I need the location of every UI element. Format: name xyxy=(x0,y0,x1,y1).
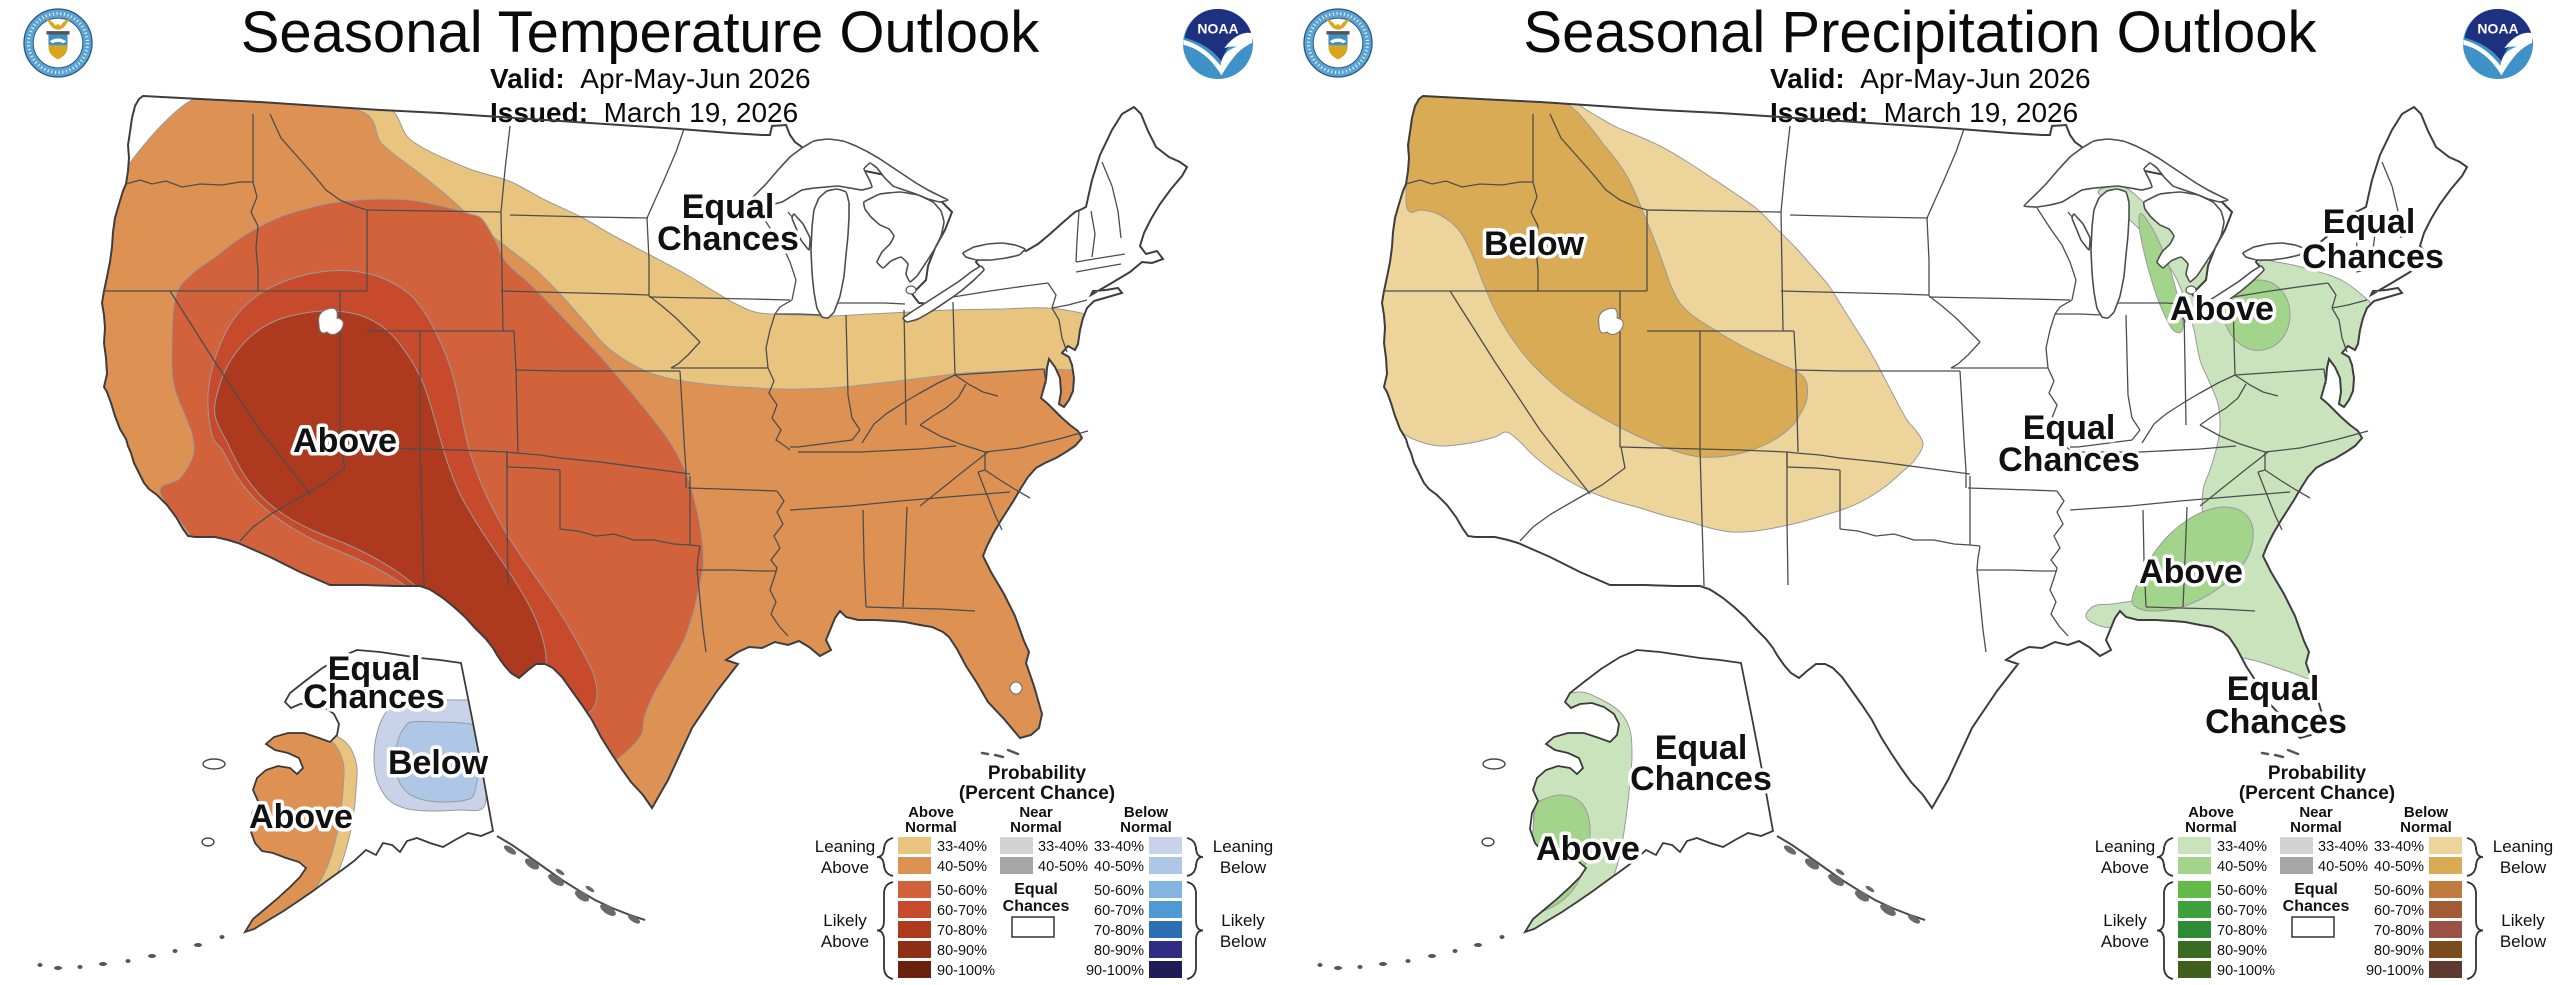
svg-text:70-80%: 70-80% xyxy=(2217,923,2267,939)
svg-text:Seasonal Precipitation Outlook: Seasonal Precipitation Outlook xyxy=(1523,0,2317,65)
svg-text:Normal: Normal xyxy=(2290,819,2342,836)
svg-text:Likely: Likely xyxy=(823,911,867,930)
svg-text:Leaning: Leaning xyxy=(2493,837,2554,856)
svg-text:Equal: Equal xyxy=(328,650,421,688)
svg-text:Above: Above xyxy=(821,858,869,877)
svg-text:Chances: Chances xyxy=(303,678,445,716)
svg-text:Equal: Equal xyxy=(682,188,775,226)
svg-text:50-60%: 50-60% xyxy=(1094,883,1144,899)
svg-text:Seasonal Temperature Outlook: Seasonal Temperature Outlook xyxy=(241,0,1041,65)
svg-text:Chances: Chances xyxy=(1998,441,2140,479)
svg-text:Below: Below xyxy=(1124,804,1169,821)
svg-text:90-100%: 90-100% xyxy=(2217,963,2275,979)
svg-text:Leaning: Leaning xyxy=(815,837,876,856)
svg-text:33-40%: 33-40% xyxy=(2374,839,2424,855)
svg-text:Chances: Chances xyxy=(657,220,799,258)
svg-text:Equal: Equal xyxy=(2227,670,2320,708)
svg-text:Probability: Probability xyxy=(988,763,1087,784)
svg-text:40-50%: 40-50% xyxy=(2217,859,2267,875)
svg-text:Valid: Apr-May-Jun 2026: Valid: Apr-May-Jun 2026 xyxy=(1770,63,2091,94)
svg-text:Below: Below xyxy=(2500,932,2547,951)
svg-text:Below: Below xyxy=(1220,932,1267,951)
svg-text:Normal: Normal xyxy=(1010,819,1062,836)
svg-text:60-70%: 60-70% xyxy=(1094,903,1144,919)
svg-text:Near: Near xyxy=(1019,804,1053,821)
svg-text:90-100%: 90-100% xyxy=(2366,963,2424,979)
svg-text:Below: Below xyxy=(1220,858,1267,877)
svg-text:70-80%: 70-80% xyxy=(937,923,987,939)
svg-text:Below: Below xyxy=(388,744,489,782)
svg-text:Likely: Likely xyxy=(2103,911,2147,930)
svg-text:80-90%: 80-90% xyxy=(1094,943,1144,959)
svg-text:50-60%: 50-60% xyxy=(2374,883,2424,899)
svg-text:Below: Below xyxy=(2500,858,2547,877)
svg-text:70-80%: 70-80% xyxy=(1094,923,1144,939)
svg-text:80-90%: 80-90% xyxy=(2374,943,2424,959)
svg-text:33-40%: 33-40% xyxy=(2318,839,2368,855)
svg-text:(Percent Chance): (Percent Chance) xyxy=(2239,783,2395,804)
svg-text:40-50%: 40-50% xyxy=(1038,859,1088,875)
svg-text:(Percent Chance): (Percent Chance) xyxy=(959,783,1115,804)
svg-text:40-50%: 40-50% xyxy=(1094,859,1144,875)
svg-text:Below: Below xyxy=(2404,804,2449,821)
svg-text:60-70%: 60-70% xyxy=(937,903,987,919)
svg-text:Near: Near xyxy=(2299,804,2333,821)
svg-text:Below: Below xyxy=(1484,225,1585,263)
svg-text:Likely: Likely xyxy=(1221,911,1265,930)
svg-text:40-50%: 40-50% xyxy=(2374,859,2424,875)
svg-text:Normal: Normal xyxy=(2400,819,2452,836)
svg-text:Above: Above xyxy=(908,804,954,821)
svg-text:Normal: Normal xyxy=(905,819,957,836)
svg-text:Equal: Equal xyxy=(1014,881,1058,898)
svg-text:60-70%: 60-70% xyxy=(2217,903,2267,919)
svg-text:Above: Above xyxy=(2170,290,2274,328)
svg-text:Above: Above xyxy=(2101,858,2149,877)
svg-text:Chances: Chances xyxy=(2283,898,2350,915)
svg-text:33-40%: 33-40% xyxy=(1038,839,1088,855)
svg-text:Above: Above xyxy=(821,932,869,951)
svg-text:Equal: Equal xyxy=(2294,881,2338,898)
svg-text:Above: Above xyxy=(2188,804,2234,821)
svg-text:Issued: March 19, 2026: Issued: March 19, 2026 xyxy=(1770,97,2078,128)
svg-text:50-60%: 50-60% xyxy=(2217,883,2267,899)
svg-text:40-50%: 40-50% xyxy=(2318,859,2368,875)
svg-text:70-80%: 70-80% xyxy=(2374,923,2424,939)
svg-text:80-90%: 80-90% xyxy=(2217,943,2267,959)
svg-text:Above: Above xyxy=(2139,553,2243,591)
svg-text:33-40%: 33-40% xyxy=(1094,839,1144,855)
svg-text:Normal: Normal xyxy=(2185,819,2237,836)
svg-text:Above: Above xyxy=(1536,830,1640,868)
svg-text:Chances: Chances xyxy=(1630,760,1772,798)
svg-text:Equal: Equal xyxy=(2023,409,2116,447)
svg-text:NOAA: NOAA xyxy=(2477,21,2518,37)
svg-text:Chances: Chances xyxy=(1003,898,1070,915)
svg-text:Chances: Chances xyxy=(2205,703,2347,741)
svg-text:50-60%: 50-60% xyxy=(937,883,987,899)
svg-text:Probability: Probability xyxy=(2268,763,2367,784)
svg-text:Equal: Equal xyxy=(2323,203,2416,241)
svg-text:NOAA: NOAA xyxy=(1197,21,1238,37)
svg-text:Normal: Normal xyxy=(1120,819,1172,836)
svg-text:Above: Above xyxy=(293,422,397,460)
svg-text:Valid: Apr-May-Jun 2026: Valid: Apr-May-Jun 2026 xyxy=(490,63,811,94)
svg-text:Leaning: Leaning xyxy=(1213,837,1274,856)
svg-text:Leaning: Leaning xyxy=(2095,837,2156,856)
svg-text:80-90%: 80-90% xyxy=(937,943,987,959)
svg-text:Issued: March 19, 2026: Issued: March 19, 2026 xyxy=(490,97,798,128)
svg-text:90-100%: 90-100% xyxy=(937,963,995,979)
svg-text:Likely: Likely xyxy=(2501,911,2545,930)
svg-text:60-70%: 60-70% xyxy=(2374,903,2424,919)
svg-text:Above: Above xyxy=(2101,932,2149,951)
svg-text:33-40%: 33-40% xyxy=(2217,839,2267,855)
svg-text:40-50%: 40-50% xyxy=(937,859,987,875)
svg-text:Equal: Equal xyxy=(1655,729,1748,767)
svg-text:33-40%: 33-40% xyxy=(937,839,987,855)
svg-text:90-100%: 90-100% xyxy=(1086,963,1144,979)
svg-text:Chances: Chances xyxy=(2302,238,2444,276)
svg-text:Above: Above xyxy=(249,798,353,836)
